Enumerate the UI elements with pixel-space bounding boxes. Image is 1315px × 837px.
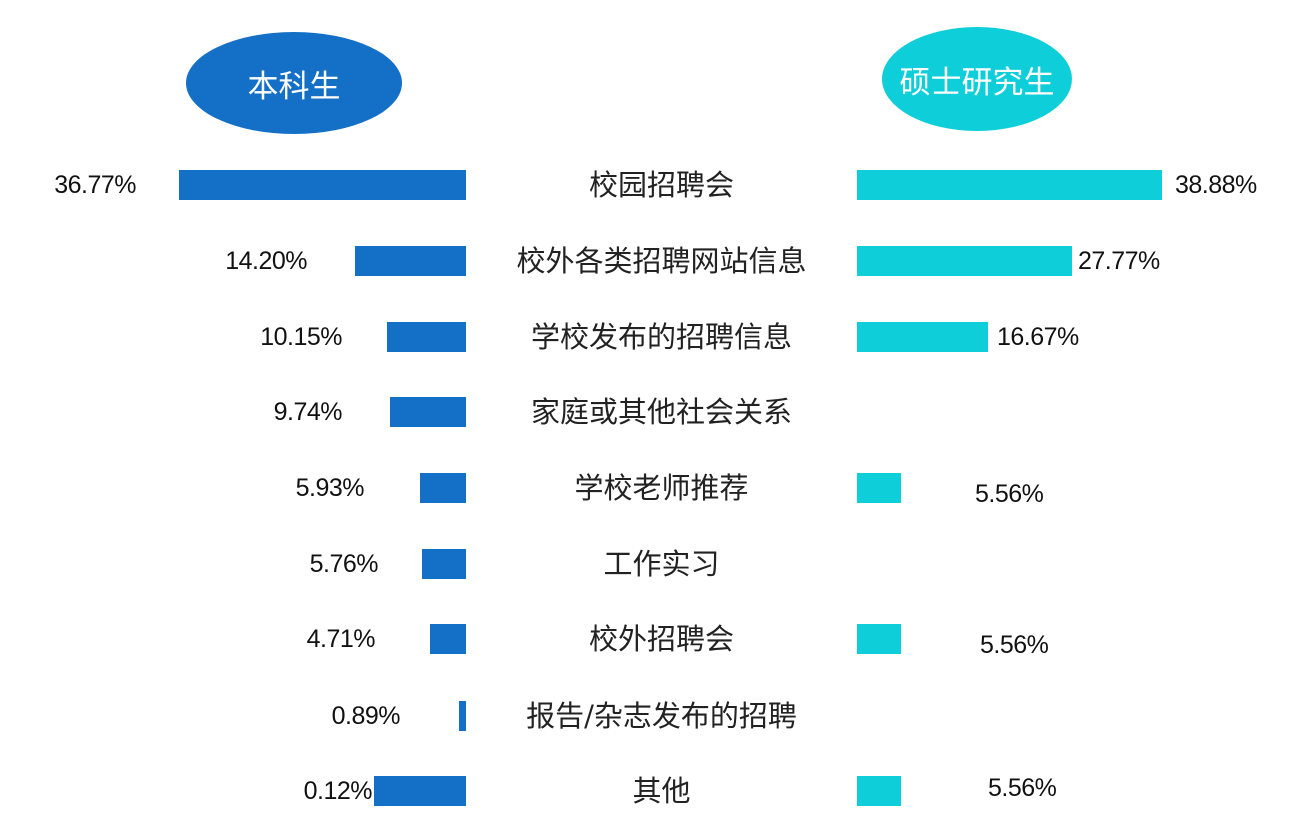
undergraduate-bar	[422, 549, 466, 579]
master-bar	[857, 170, 1162, 200]
master-series-label: 硕士研究生	[882, 27, 1072, 131]
undergraduate-value-label: 5.93%	[295, 474, 365, 502]
master-bar	[857, 246, 1072, 276]
category-label: 家庭或其他社会关系	[530, 395, 792, 429]
undergraduate-value-label: 9.74%	[273, 398, 343, 426]
undergraduate-value-label: 0.12%	[303, 777, 373, 805]
master-label-text: 硕士研究生	[899, 64, 1055, 101]
category-label: 校外招聘会	[588, 622, 734, 656]
undergraduate-value-label: 4.71%	[306, 625, 376, 653]
master-bar	[857, 776, 901, 806]
category-label: 报告/杂志发布的招聘	[526, 699, 797, 733]
undergraduate-bar	[374, 776, 466, 806]
category-label: 工作实习	[603, 547, 720, 581]
undergraduate-value-label: 5.76%	[309, 550, 379, 578]
master-bar	[857, 322, 988, 352]
master-value-label: 5.56%	[975, 480, 1044, 508]
undergraduate-value-label: 36.77%	[54, 171, 136, 199]
category-label: 校外各类招聘网站信息	[516, 244, 807, 278]
undergraduate-bar	[430, 624, 466, 654]
master-value-label: 5.56%	[988, 774, 1057, 802]
category-label: 学校老师推荐	[574, 471, 749, 505]
master-value-label: 38.88%	[1175, 171, 1257, 199]
undergraduate-label-text: 本科生	[247, 68, 341, 105]
master-bar	[857, 473, 901, 503]
undergraduate-value-label: 0.89%	[331, 702, 401, 730]
category-label: 校园招聘会	[588, 168, 734, 202]
master-value-label: 5.56%	[980, 631, 1049, 659]
undergraduate-bar	[420, 473, 466, 503]
undergraduate-series-label: 本科生	[186, 32, 402, 134]
undergraduate-bar	[387, 322, 466, 352]
undergraduate-value-label: 10.15%	[260, 323, 342, 351]
undergraduate-bar	[179, 170, 466, 200]
master-value-label: 27.77%	[1078, 247, 1160, 275]
category-label: 其他	[632, 774, 691, 808]
undergraduate-bar	[459, 701, 466, 731]
undergraduate-bar	[390, 397, 466, 427]
category-label: 学校发布的招聘信息	[530, 320, 792, 354]
master-bar	[857, 624, 901, 654]
undergraduate-value-label: 14.20%	[225, 247, 307, 275]
master-value-label: 16.67%	[997, 323, 1079, 351]
undergraduate-bar	[355, 246, 466, 276]
